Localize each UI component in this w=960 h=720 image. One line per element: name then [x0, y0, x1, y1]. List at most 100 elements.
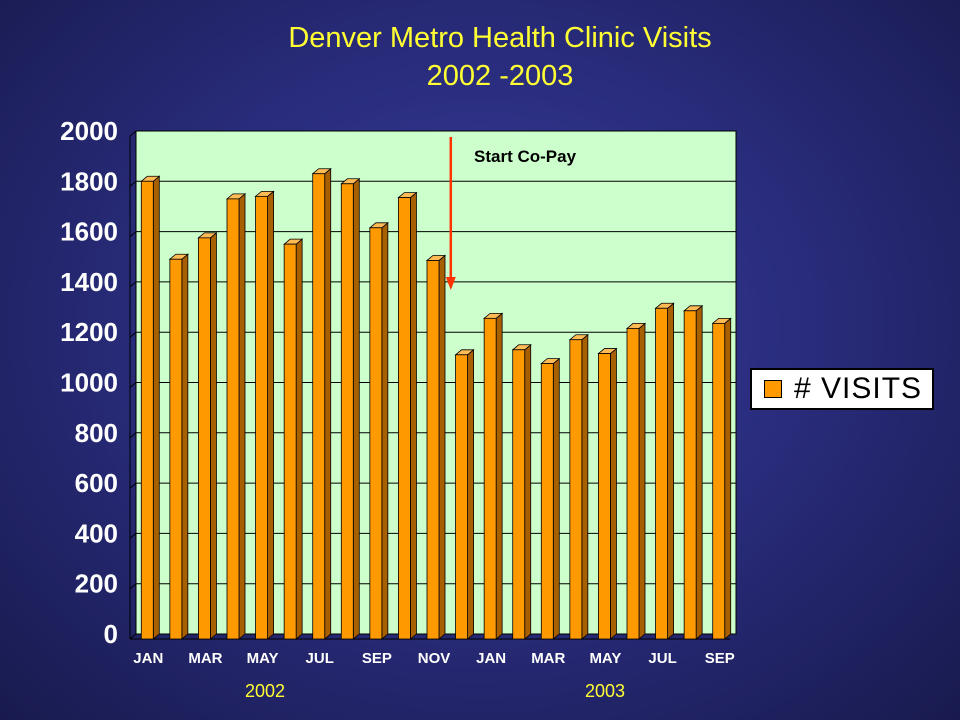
gridline-depth — [129, 281, 137, 288]
bar-front — [712, 322, 726, 640]
bar — [140, 175, 161, 640]
gridline-depth — [129, 331, 137, 338]
bar-side — [210, 232, 217, 640]
bar — [511, 343, 532, 640]
bar-side — [410, 191, 417, 640]
annotation-arrow-head — [445, 277, 456, 290]
x-tick-label: JUL — [648, 650, 676, 667]
y-tick-label: 800 — [75, 418, 118, 448]
bars — [140, 167, 732, 640]
gridline-depth — [129, 533, 137, 539]
y-tick-label: 200 — [75, 569, 118, 599]
bar-side — [495, 312, 503, 640]
bar-side — [381, 221, 389, 640]
bar — [483, 312, 504, 640]
bar-front — [198, 237, 211, 640]
bar-side — [295, 238, 303, 640]
y-tick-label: 1600 — [60, 217, 118, 247]
year-label: 2003 — [585, 681, 625, 701]
gridline-depth — [129, 231, 137, 237]
bar-front — [683, 310, 697, 640]
bar-front — [283, 243, 297, 640]
bar-front — [569, 339, 583, 640]
bar-side — [552, 357, 560, 640]
gridline-depth — [129, 382, 137, 388]
axes: 0 200 400 600 800 1000 1200 1400 1600 1800 2000 JAN… — [60, 116, 735, 701]
bar-front — [512, 349, 526, 640]
bar — [225, 193, 247, 640]
bar-front — [598, 353, 611, 640]
y-tick-label: 600 — [75, 468, 118, 498]
bar — [540, 357, 561, 640]
gridline-depth — [129, 432, 137, 439]
x-tick-label: SEP — [705, 650, 735, 667]
bar-front — [226, 198, 240, 640]
bar-front — [398, 197, 411, 640]
bar-side — [724, 317, 732, 640]
y-tick-label: 2000 — [60, 116, 118, 146]
bar — [197, 232, 218, 640]
plot-floor-edge — [129, 633, 137, 640]
y-tick-label: 1200 — [60, 317, 118, 347]
bar-front — [655, 307, 668, 640]
bar-front — [255, 195, 268, 640]
gridline-depth — [129, 130, 137, 137]
bar-front — [312, 173, 326, 640]
bar — [311, 167, 332, 640]
bar — [683, 304, 704, 640]
bar-front — [140, 180, 154, 640]
bar-front — [540, 363, 554, 640]
chart-title: Denver Metro Health Clinic Visits — [288, 22, 712, 54]
gridline-depth — [129, 583, 137, 590]
bar — [340, 177, 361, 640]
bar-side — [467, 348, 474, 640]
bar — [597, 347, 618, 640]
bar — [368, 221, 389, 640]
bar-front — [455, 354, 468, 640]
legend: # VISITS — [750, 368, 934, 410]
y-tick-label: 1000 — [60, 368, 118, 398]
bar-side — [152, 175, 160, 640]
bar-side — [524, 343, 532, 640]
bar-front — [426, 260, 440, 640]
bar — [254, 190, 275, 640]
x-tick-label: MAR — [531, 650, 565, 667]
bar-front — [626, 327, 640, 640]
bar — [425, 254, 447, 640]
bar — [168, 253, 189, 640]
year-label: 2002 — [245, 681, 285, 701]
bar-side — [238, 193, 246, 640]
y-tick-label: 1400 — [60, 267, 118, 297]
x-tick-label: JUL — [306, 650, 334, 667]
x-tick-label: SEP — [362, 650, 392, 667]
bar — [397, 191, 418, 640]
bar — [654, 302, 675, 640]
x-tick-label: NOV — [418, 650, 451, 667]
y-tick-label: 1800 — [60, 166, 118, 196]
bar-side — [667, 302, 674, 640]
bar-front — [169, 258, 183, 640]
annotation-label: Start Co-Pay — [474, 147, 577, 166]
x-tick-label: MAR — [188, 650, 222, 667]
x-tick-label: MAY — [247, 650, 279, 667]
bar-side — [638, 322, 646, 640]
legend-label-visits: # VISITS — [794, 372, 923, 405]
chart-subtitle: 2002 -2003 — [426, 60, 574, 92]
bar-side — [695, 304, 703, 640]
bar-side — [267, 190, 274, 640]
bar-front — [369, 227, 383, 640]
y-tick-label: 0 — [104, 619, 118, 649]
annotations: Start Co-Pay — [445, 137, 577, 290]
legend-swatch-visits — [764, 380, 782, 398]
bar — [625, 322, 647, 640]
bar — [711, 317, 732, 640]
y-tick-label: 400 — [75, 518, 118, 548]
bar-side — [581, 333, 589, 640]
bar-front — [483, 317, 497, 640]
bar-front — [340, 183, 354, 640]
x-tick-label: MAY — [589, 650, 621, 667]
x-tick-label: JAN — [476, 650, 506, 667]
bar-side — [610, 347, 617, 640]
x-tick-label: JAN — [133, 650, 163, 667]
